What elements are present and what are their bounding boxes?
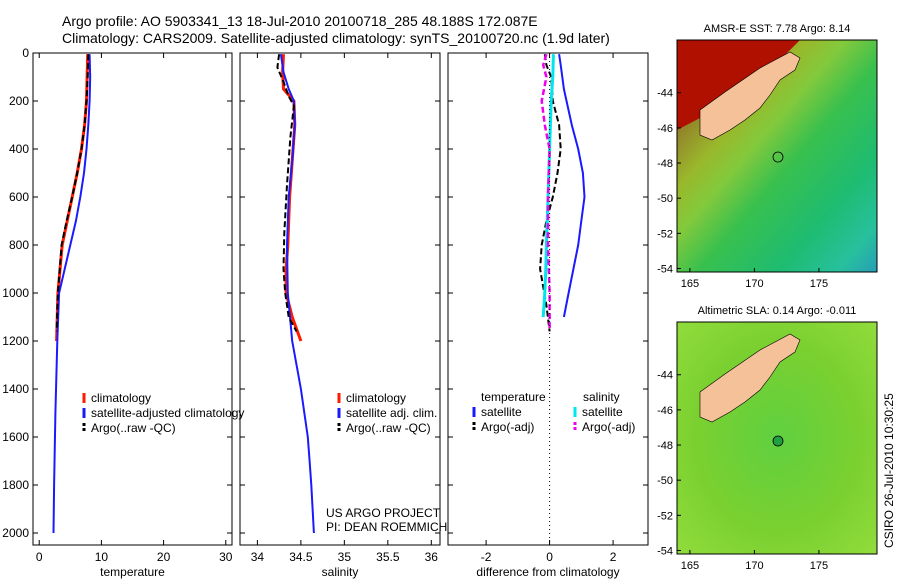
sla_map-title: Altimetric SLA: 0.14 Argo: -0.011: [698, 305, 857, 317]
pi-label: PI: DEAN ROEMMICH: [326, 520, 447, 534]
difference-xtick-label: 2: [610, 550, 617, 564]
salinity-axes-frame: [239, 52, 441, 546]
difference-legend-label: satellite: [481, 405, 522, 419]
credit-stamp: CSIRO 26-Jul-2010 10:30:25: [882, 393, 896, 548]
salinity-xtick-label: 36: [425, 550, 439, 564]
sst_map-axes: AMSR-E SST: 7.78 Argo: 8.14 165 170 175 -44 -…: [657, 23, 878, 290]
difference-xtick-label: -2: [481, 550, 492, 564]
difference-xtick-label: 0: [546, 550, 553, 564]
temperature-ytick-label: 400: [9, 142, 29, 156]
sla-land: [699, 333, 801, 423]
temperature-axes-frame: [32, 52, 233, 546]
sla_map-ytick-label: -44: [657, 370, 673, 382]
difference-axes-frame: [447, 52, 649, 546]
salinity-xtick-label: 34: [251, 550, 265, 564]
difference-legend-label: Argo(-adj): [481, 420, 534, 434]
difference-xlabel: difference from climatology: [476, 565, 619, 579]
temperature-panel: 0 10 20 30 0 200 400 600 800 1000 1200 1400 1600 1800…: [2, 46, 232, 579]
sla_map-ytick-label: -50: [657, 475, 673, 487]
chart-title-line2: Climatology: CARS2009. Satellite-adjuste…: [62, 30, 610, 46]
sst_map-xtick-label: 170: [745, 278, 763, 290]
sla_map-axes: Altimetric SLA: 0.14 Argo: -0.011 165 170 1…: [657, 305, 878, 572]
salinity-xlabel: salinity: [322, 565, 359, 579]
temperature-legend-label: satellite-adjusted climatology: [91, 406, 244, 420]
sst_map-ytick-label: -52: [657, 228, 673, 240]
difference-series-temperature-argo-adj-: [539, 54, 562, 332]
difference-series-temperature-satellite: [558, 54, 586, 318]
chart-title-line1: Argo profile: AO 5903341_13 18-Jul-2010 …: [62, 13, 538, 29]
difference-legend-label: satellite: [582, 405, 623, 419]
sla_map-ytick-label: -46: [657, 405, 673, 417]
project-label: US ARGO PROJECT: [326, 506, 441, 520]
salinity-xtick-label: 35.5: [376, 550, 400, 564]
temperature-ytick-label: 1600: [2, 430, 29, 444]
sst_map-frame: [676, 39, 878, 273]
difference-legend-title: salinity: [583, 390, 620, 404]
temperature-xtick-label: 0: [36, 550, 43, 564]
sst_map-ytick-label: -50: [657, 193, 673, 205]
sst_map-xtick-label: 165: [681, 278, 699, 290]
sst_map-ytick-label: -48: [657, 158, 673, 170]
sst_map-ytick-label: -54: [657, 263, 673, 275]
sla-map: [677, 322, 877, 554]
sla_map-frame: [676, 321, 878, 555]
salinity-series-satellite-adj-clim-: [279, 54, 315, 534]
sst-map: [677, 40, 877, 272]
salinity-xtick-label: 34.5: [289, 550, 313, 564]
salinity-legend-label: Argo(..raw -QC): [346, 421, 431, 435]
difference-legend: temperature salinitysatelliteArgo(-adj)sa…: [472, 390, 635, 434]
temperature-xtick-label: 20: [157, 550, 171, 564]
temperature-ytick-label: 2000: [2, 526, 29, 540]
temperature-legend-label: climatology: [91, 391, 151, 405]
sst_map-ytick-label: -44: [657, 88, 673, 100]
temperature-ytick-label: 1000: [2, 286, 29, 300]
sst-land: [699, 51, 801, 141]
temperature-xtick-label: 30: [219, 550, 233, 564]
temperature-series-satellite-adjusted-climatology: [52, 54, 92, 534]
sla_map-xtick-label: 170: [745, 560, 763, 572]
sla_map-ytick-label: -52: [657, 510, 673, 522]
salinity-panel: 34 34.5 35 35.5 36 salinity: [239, 52, 441, 579]
difference-legend-title: temperature: [481, 390, 546, 404]
salinity-legend-label: climatology: [346, 391, 406, 405]
salinity-xtick-label: 35: [338, 550, 352, 564]
temperature-ytick-label: 200: [9, 94, 29, 108]
sla_map-ytick-label: -48: [657, 440, 673, 452]
salinity-legend-label: satellite adj. clim.: [346, 406, 437, 420]
sst_map-ytick-label: -46: [657, 123, 673, 135]
temperature-ytick-label: 800: [9, 238, 29, 252]
difference-legend-label: Argo(-adj): [582, 420, 635, 434]
temperature-ytick-label: 1400: [2, 382, 29, 396]
temperature-ytick-label: 600: [9, 190, 29, 204]
sla_map-xtick-label: 175: [810, 560, 828, 572]
sst_map-title: AMSR-E SST: 7.78 Argo: 8.14: [704, 23, 851, 35]
temperature-series-argo-raw-qc-: [55, 54, 90, 332]
temperature-ytick-label: 0: [22, 46, 29, 60]
sst-argo-marker: [772, 151, 784, 163]
sla-argo-marker: [772, 435, 784, 447]
temperature-ytick-label: 1200: [2, 334, 29, 348]
sla_map-ytick-label: -54: [657, 545, 673, 557]
temperature-legend-label: Argo(..raw -QC): [91, 421, 176, 435]
sst_map-xtick-label: 175: [810, 278, 828, 290]
sla_map-xtick-label: 165: [681, 560, 699, 572]
temperature-xlabel: temperature: [100, 565, 165, 579]
temperature-xtick-label: 10: [95, 550, 109, 564]
salinity-series-argo-raw-qc-: [276, 54, 298, 332]
temperature-ytick-label: 1800: [2, 478, 29, 492]
